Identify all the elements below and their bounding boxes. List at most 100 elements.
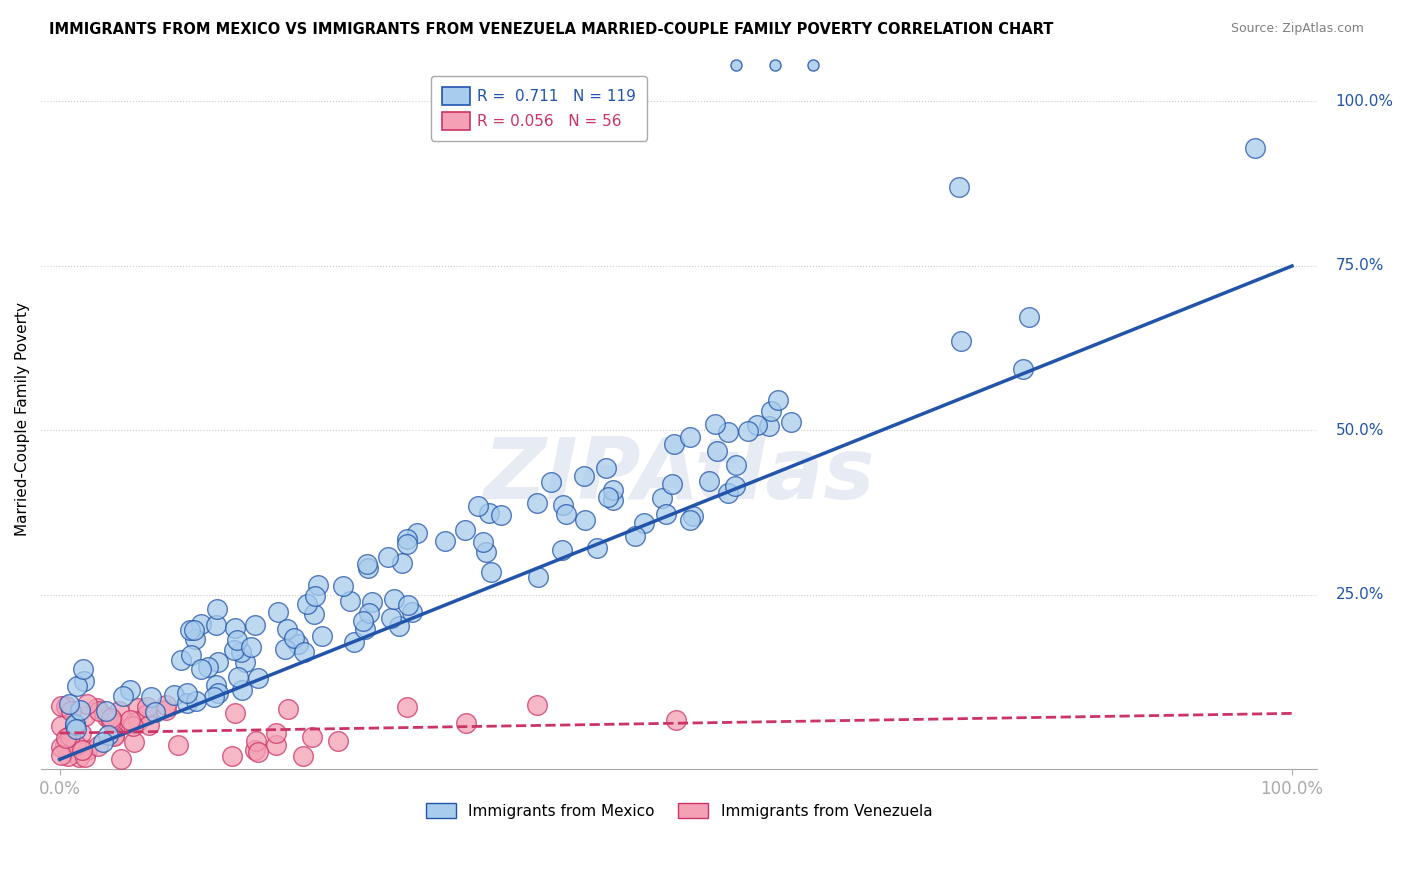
Point — [679, 513, 702, 527]
Point — [724, 479, 747, 493]
Point — [207, 656, 229, 670]
Point — [1012, 362, 1035, 376]
Point — [291, 749, 314, 764]
Point — [360, 595, 382, 609]
Point — [97, 728, 120, 742]
Point — [63, 716, 86, 731]
Text: IMMIGRANTS FROM MEXICO VS IMMIGRANTS FROM VENEZUELA MARRIED-COUPLE FAMILY POVERT: IMMIGRANTS FROM MEXICO VS IMMIGRANTS FRO… — [49, 22, 1053, 37]
Point — [665, 713, 688, 727]
Point — [264, 739, 287, 753]
Point — [396, 532, 419, 546]
Text: ZIPAtlas: ZIPAtlas — [484, 434, 875, 516]
Point — [472, 534, 495, 549]
Point — [357, 606, 380, 620]
Point — [479, 566, 502, 580]
Point — [197, 659, 219, 673]
Point — [224, 621, 246, 635]
Point — [526, 569, 548, 583]
Point — [554, 507, 576, 521]
Point — [948, 180, 970, 194]
Point — [59, 704, 82, 718]
Point — [602, 483, 624, 498]
Point — [63, 717, 86, 731]
Point — [67, 750, 90, 764]
Point — [595, 461, 617, 475]
Point — [302, 607, 325, 621]
Point — [233, 656, 256, 670]
Point — [382, 591, 405, 606]
Point — [706, 444, 728, 458]
Point — [1018, 310, 1040, 325]
Point — [76, 697, 98, 711]
Point — [624, 529, 647, 543]
Y-axis label: Married-Couple Family Poverty: Married-Couple Family Poverty — [15, 302, 30, 536]
Point — [737, 424, 759, 438]
Point — [780, 415, 803, 429]
Point — [245, 734, 267, 748]
Point — [135, 700, 157, 714]
Point — [266, 605, 288, 619]
Point — [243, 618, 266, 632]
Point — [55, 699, 77, 714]
Point — [356, 557, 378, 571]
Point — [56, 748, 79, 763]
Point — [100, 711, 122, 725]
Point — [89, 704, 111, 718]
Point — [388, 619, 411, 633]
Point — [406, 525, 429, 540]
Point — [276, 622, 298, 636]
Point — [332, 579, 354, 593]
Point — [396, 537, 419, 551]
Point — [179, 623, 201, 637]
Point — [596, 490, 619, 504]
Point — [247, 672, 270, 686]
Point — [183, 632, 205, 646]
Point — [380, 611, 402, 625]
Text: 50.0%: 50.0% — [1336, 423, 1384, 438]
Point — [103, 729, 125, 743]
Point — [229, 645, 252, 659]
Point — [526, 496, 548, 510]
Point — [155, 698, 177, 712]
Point — [127, 700, 149, 714]
Point — [247, 745, 270, 759]
Point — [274, 641, 297, 656]
Point — [49, 698, 72, 713]
Point — [118, 683, 141, 698]
Point — [245, 743, 267, 757]
Point — [339, 594, 361, 608]
Point — [51, 719, 73, 733]
Point — [176, 686, 198, 700]
Point — [474, 545, 496, 559]
Point — [186, 694, 208, 708]
Point — [311, 629, 333, 643]
Point — [478, 506, 501, 520]
Point — [72, 673, 94, 688]
Point — [58, 697, 80, 711]
Point — [717, 425, 740, 440]
Point — [122, 735, 145, 749]
Text: 25.0%: 25.0% — [1336, 588, 1384, 602]
Point — [467, 500, 489, 514]
Point — [163, 688, 186, 702]
Point — [716, 486, 738, 500]
Point — [357, 561, 380, 575]
Point — [70, 726, 93, 740]
Point — [724, 458, 747, 472]
Point — [292, 645, 315, 659]
Point — [205, 602, 228, 616]
Point — [377, 549, 399, 564]
Text: 100.0%: 100.0% — [1336, 94, 1393, 109]
Point — [205, 617, 228, 632]
Point — [343, 635, 366, 649]
Point — [94, 704, 117, 718]
Point — [304, 589, 326, 603]
Point — [1244, 140, 1267, 154]
Point — [633, 516, 655, 531]
Point — [697, 475, 720, 489]
Point — [391, 556, 413, 570]
Point — [602, 493, 624, 508]
Point — [704, 417, 727, 432]
Point — [65, 738, 87, 752]
Point — [283, 631, 305, 645]
